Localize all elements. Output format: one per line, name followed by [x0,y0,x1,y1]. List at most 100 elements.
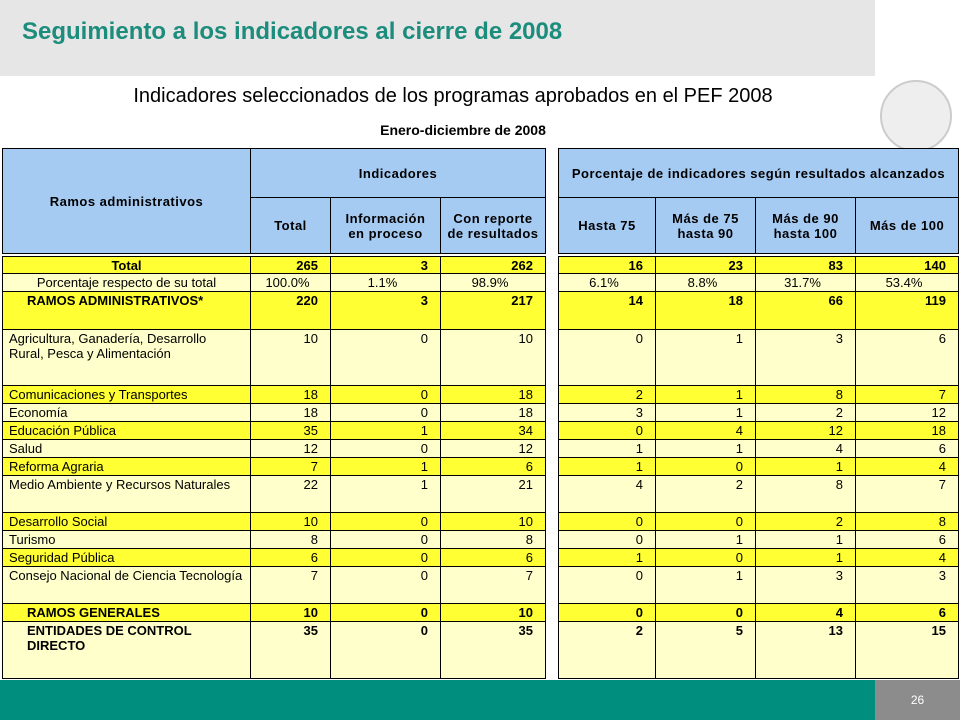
cell: 217 [440,291,546,330]
row-label: ENTIDADES DE CONTROL DIRECTO [2,621,251,679]
row-label: Consejo Nacional de Ciencia Tecnología [2,566,251,604]
cell: 1 [330,457,441,476]
column-header: Más de 90 hasta 100 [755,197,856,254]
column-header: Hasta 75 [558,197,656,254]
cell: 0 [330,439,441,458]
cell: 1 [755,530,856,549]
cell: 22 [250,475,331,513]
cell: 2 [755,403,856,422]
row-label: Economía [2,403,251,422]
cell: 7 [855,385,959,404]
row-label: Porcentaje respecto de su total [2,273,251,292]
cell: 35 [440,621,546,679]
cell: 1 [655,566,756,604]
cell: 18 [655,291,756,330]
column-header: Información en proceso [330,197,441,254]
page-number: 26 [875,680,960,720]
cell: 18 [855,421,959,440]
cell: 1 [655,385,756,404]
title: Seguimiento a los indicadores al cierre … [22,18,563,45]
cell: 10 [440,329,546,386]
cell: 1 [755,457,856,476]
cell: 0 [655,548,756,567]
cell: 1 [655,329,756,386]
cell: 1 [558,548,656,567]
column-header: Con reporte de resultados [440,197,546,254]
cell: 35 [250,421,331,440]
cell: 0 [330,603,441,622]
cell: 3 [755,329,856,386]
cell: 1 [330,475,441,513]
cell: 0 [655,457,756,476]
cell: 1 [655,530,756,549]
cell: 12 [440,439,546,458]
cell: 10 [440,603,546,622]
cell: 0 [330,403,441,422]
cell: 2 [558,385,656,404]
cell: 265 [250,256,331,274]
cell: 4 [755,603,856,622]
cell: 1 [558,439,656,458]
cell: 16 [558,256,656,274]
header-cell: Indicadores [250,148,546,198]
cell: 18 [250,403,331,422]
cell: 8 [855,512,959,531]
cell: 14 [558,291,656,330]
column-header: Más de 75 hasta 90 [655,197,756,254]
row-label: Educación Pública [2,421,251,440]
cell: 7 [440,566,546,604]
cell: 10 [250,603,331,622]
cell: 98.9% [440,273,546,292]
cell: 10 [250,329,331,386]
cell: 0 [330,566,441,604]
cell: 83 [755,256,856,274]
cell: 18 [440,385,546,404]
cell: 31.7% [755,273,856,292]
cell: 3 [330,291,441,330]
cell: 2 [755,512,856,531]
cell: 18 [440,403,546,422]
cell: 35 [250,621,331,679]
cell: 7 [250,566,331,604]
cell: 0 [330,621,441,679]
header-band [0,0,875,76]
cell: 1 [330,421,441,440]
cell: 10 [250,512,331,531]
row-label: Total [2,256,251,274]
cell: 4 [558,475,656,513]
cell: 6.1% [558,273,656,292]
subtitle: Indicadores seleccionados de los program… [133,85,773,107]
cell: 21 [440,475,546,513]
cell: 8 [250,530,331,549]
cell: 3 [558,403,656,422]
cell: 15 [855,621,959,679]
cell: 6 [855,603,959,622]
cell: 140 [855,256,959,274]
row-label: Medio Ambiente y Recursos Naturales [2,475,251,513]
period: Enero-diciembre de 2008 [380,122,546,138]
cell: 0 [558,530,656,549]
column-header: Total [250,197,331,254]
cell: 4 [755,439,856,458]
cell: 0 [330,548,441,567]
cell: 100.0% [250,273,331,292]
cell: 53.4% [855,273,959,292]
row-label: Turismo [2,530,251,549]
cell: 0 [558,603,656,622]
cell: 0 [558,566,656,604]
cell: 8.8% [655,273,756,292]
cell: 8 [755,385,856,404]
cell: 8 [440,530,546,549]
cell: 1 [655,403,756,422]
cell: 4 [655,421,756,440]
cell: 3 [330,256,441,274]
row-label: Comunicaciones y Transportes [2,385,251,404]
cell: 262 [440,256,546,274]
cell: 0 [558,512,656,531]
cell: 119 [855,291,959,330]
cell: 0 [330,530,441,549]
cell: 13 [755,621,856,679]
cell: 3 [855,566,959,604]
cell: 0 [330,512,441,531]
